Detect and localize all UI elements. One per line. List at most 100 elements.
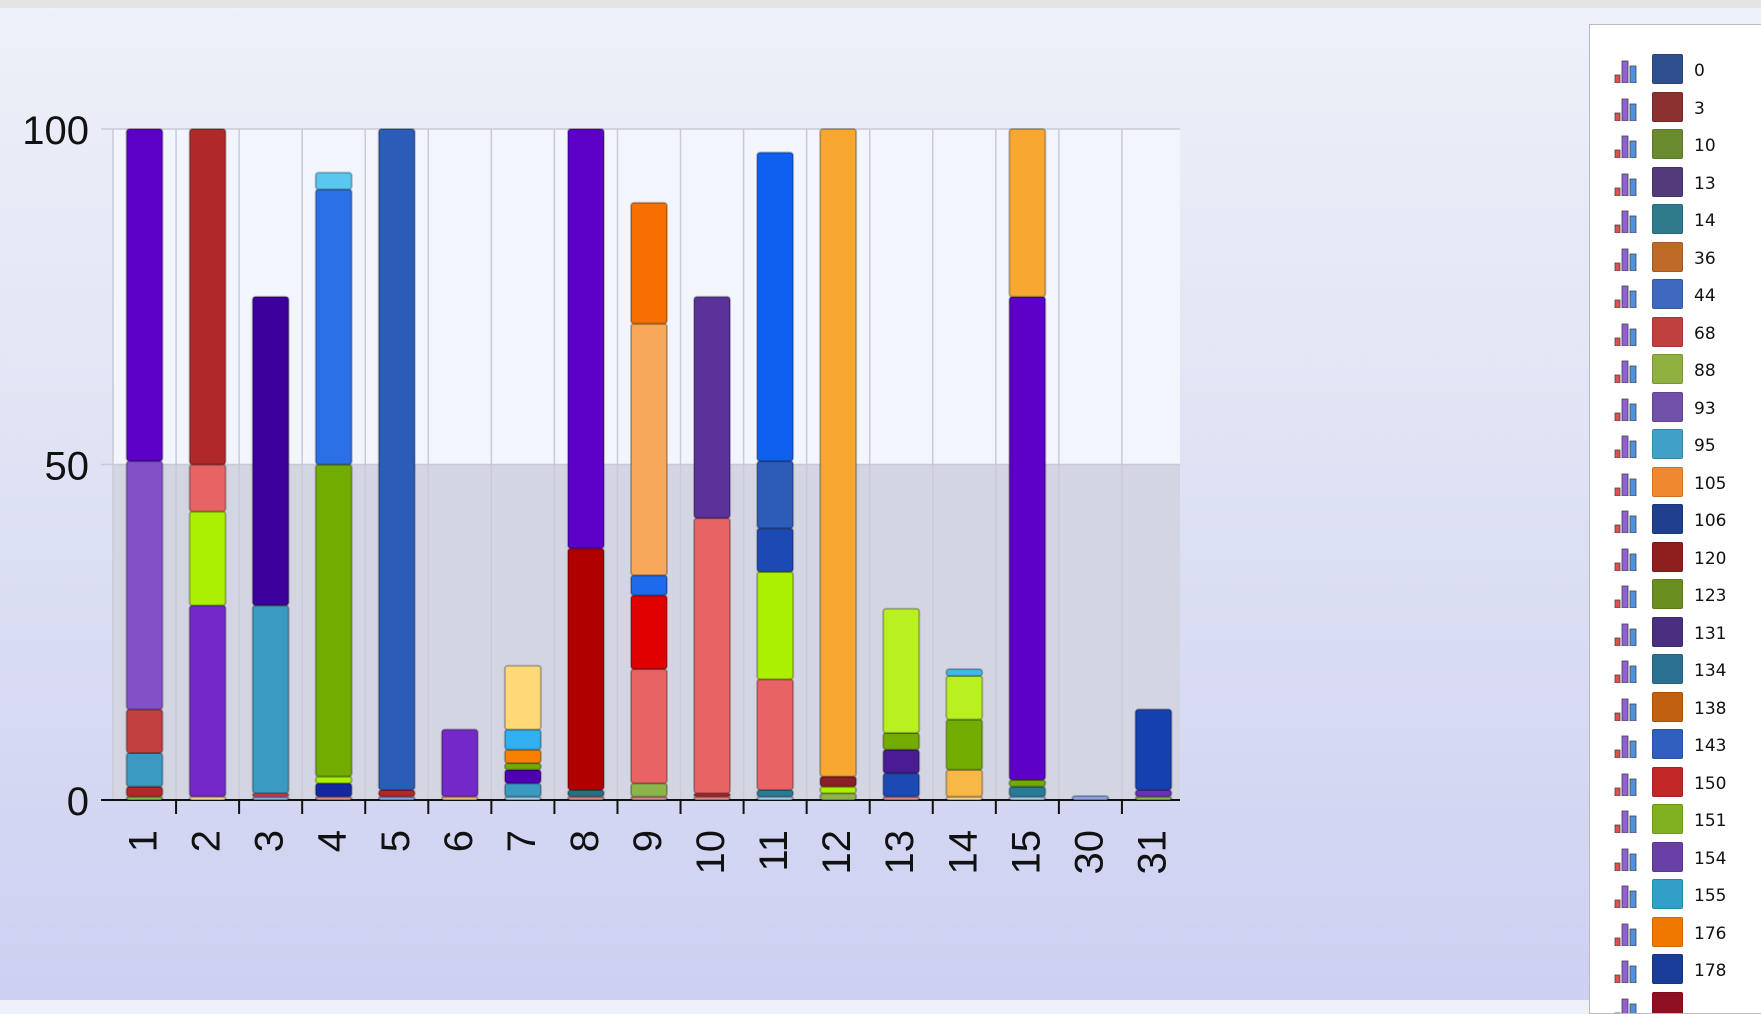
legend-label: 10 xyxy=(1694,136,1716,156)
legend-label: 36 xyxy=(1694,249,1716,269)
bar-chart-icon xyxy=(1614,957,1642,983)
bar-segment-13 xyxy=(883,773,919,796)
bar-segment-8 xyxy=(568,790,604,797)
bar-chart-icon xyxy=(1614,357,1642,383)
legend-item[interactable]: 120 xyxy=(1590,540,1761,574)
legend-swatch xyxy=(1652,354,1683,384)
bar-chart-icon xyxy=(1614,395,1642,421)
legend-item[interactable]: 88 xyxy=(1590,352,1761,386)
bar-segment-9 xyxy=(631,669,667,783)
legend-label: 14 xyxy=(1694,211,1716,231)
y-tick-label: 50 xyxy=(45,445,90,489)
bar-segment-2 xyxy=(190,605,226,796)
bar-segment-30 xyxy=(1072,796,1108,800)
legend-label: 131 xyxy=(1694,624,1726,644)
legend-label: 155 xyxy=(1694,886,1726,906)
legend-swatch xyxy=(1652,992,1683,1014)
legend-label: 138 xyxy=(1694,699,1726,719)
bar-segment-1 xyxy=(127,753,163,787)
legend-item[interactable]: 151 xyxy=(1590,802,1761,836)
bar-chart-icon xyxy=(1614,170,1642,196)
bar-chart-icon xyxy=(1614,920,1642,946)
bar-segment-11 xyxy=(757,528,793,572)
bar-segment-14 xyxy=(946,669,982,676)
legend-item[interactable]: 13 xyxy=(1590,165,1761,199)
legend-item[interactable]: 0 xyxy=(1590,52,1761,86)
legend-item[interactable]: 143 xyxy=(1590,727,1761,761)
bar-segment-14 xyxy=(946,719,982,769)
legend-item[interactable]: 44 xyxy=(1590,277,1761,311)
legend-item[interactable]: 150 xyxy=(1590,765,1761,799)
x-tick-label: 30 xyxy=(1067,830,1111,875)
bar-segment-15 xyxy=(1009,787,1045,797)
bar-chart-icon xyxy=(1614,732,1642,758)
bar-segment-9 xyxy=(631,783,667,796)
legend-swatch xyxy=(1652,204,1683,234)
legend-item[interactable]: 14 xyxy=(1590,202,1761,236)
legend-item[interactable]: 178 xyxy=(1590,952,1761,986)
legend-item[interactable] xyxy=(1590,990,1761,1014)
bar-segment-4 xyxy=(316,189,352,464)
legend-item[interactable]: 155 xyxy=(1590,877,1761,911)
bar-chart-icon xyxy=(1614,695,1642,721)
legend-item[interactable]: 138 xyxy=(1590,690,1761,724)
legend-item[interactable]: 105 xyxy=(1590,465,1761,499)
bar-segment-4 xyxy=(316,465,352,777)
legend-swatch xyxy=(1652,917,1683,947)
x-tick-label: 2 xyxy=(185,830,229,852)
legend-item[interactable]: 131 xyxy=(1590,615,1761,649)
legend-item[interactable]: 123 xyxy=(1590,577,1761,611)
bar-segment-2 xyxy=(190,511,226,605)
legend-swatch xyxy=(1652,242,1683,272)
legend-label: 150 xyxy=(1694,774,1726,794)
legend-swatch xyxy=(1652,542,1683,572)
legend-swatch xyxy=(1652,617,1683,647)
legend-label: 120 xyxy=(1694,549,1726,569)
legend-swatch xyxy=(1652,729,1683,759)
legend-label: 106 xyxy=(1694,511,1726,531)
legend-swatch xyxy=(1652,129,1683,159)
legend-label: 151 xyxy=(1694,811,1726,831)
legend-item[interactable]: 36 xyxy=(1590,240,1761,274)
legend-item[interactable]: 68 xyxy=(1590,315,1761,349)
legend-label: 95 xyxy=(1694,436,1716,456)
bar-segment-4 xyxy=(316,783,352,796)
bar-chart-icon xyxy=(1614,770,1642,796)
legend-item[interactable]: 3 xyxy=(1590,90,1761,124)
x-tick-label: 13 xyxy=(878,830,922,875)
legend-label: 143 xyxy=(1694,736,1726,756)
bar-segment-12 xyxy=(820,793,856,800)
x-tick-label: 3 xyxy=(248,830,292,852)
legend-swatch xyxy=(1652,804,1683,834)
bar-chart-icon xyxy=(1614,545,1642,571)
x-tick-label: 6 xyxy=(437,830,481,852)
bar-chart-icon xyxy=(1614,470,1642,496)
legend-label: 13 xyxy=(1694,174,1716,194)
bar-segment-7 xyxy=(505,770,541,783)
legend-item[interactable]: 10 xyxy=(1590,127,1761,161)
bar-segment-11 xyxy=(757,790,793,797)
legend-item[interactable]: 134 xyxy=(1590,652,1761,686)
bar-chart-icon xyxy=(1614,132,1642,158)
x-tick-label: 1 xyxy=(122,830,166,852)
x-tick-label: 15 xyxy=(1004,830,1048,875)
legend-swatch xyxy=(1652,504,1683,534)
bar-segment-12 xyxy=(820,787,856,794)
legend-swatch xyxy=(1652,467,1683,497)
x-tick-label: 14 xyxy=(941,830,985,875)
x-tick-label: 8 xyxy=(563,830,607,852)
bar-chart-icon xyxy=(1614,845,1642,871)
bar-chart-icon xyxy=(1614,882,1642,908)
legend-item[interactable]: 106 xyxy=(1590,502,1761,536)
legend-item[interactable]: 93 xyxy=(1590,390,1761,424)
bar-segment-12 xyxy=(820,777,856,787)
bar-segment-13 xyxy=(883,609,919,733)
legend-item[interactable]: 176 xyxy=(1590,915,1761,949)
x-tick-label: 4 xyxy=(311,830,355,852)
legend-label: 105 xyxy=(1694,474,1726,494)
bar-segment-14 xyxy=(946,770,982,797)
legend-item[interactable]: 95 xyxy=(1590,427,1761,461)
x-tick-label: 5 xyxy=(374,830,418,852)
legend-item[interactable]: 154 xyxy=(1590,840,1761,874)
